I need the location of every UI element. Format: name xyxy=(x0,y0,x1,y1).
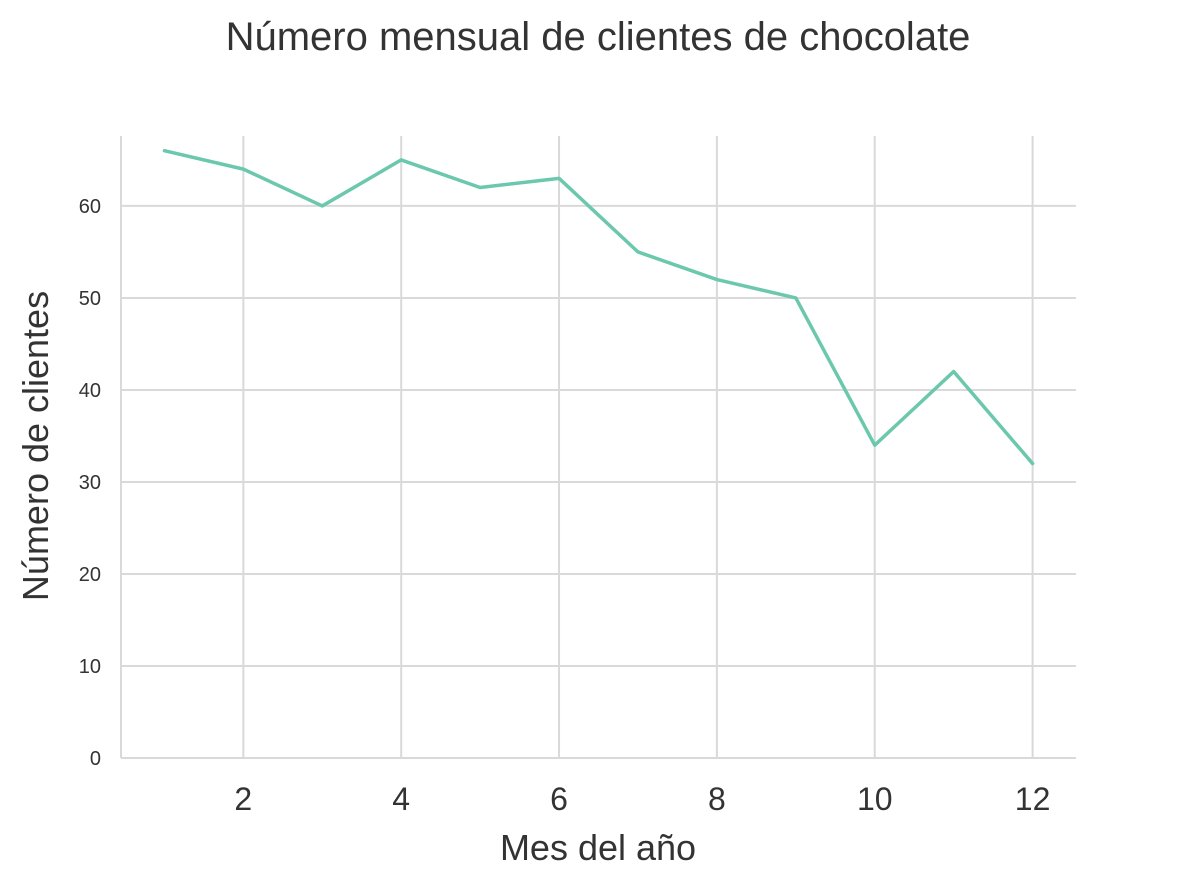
y-tick-label: 30 xyxy=(79,472,101,494)
y-tick-label: 0 xyxy=(90,748,101,770)
y-tick-label: 10 xyxy=(79,656,101,678)
x-axis-label: Mes del año xyxy=(500,827,696,868)
x-tick-label: 10 xyxy=(857,781,893,817)
x-axis-ticks: 2 4 6 8 10 12 xyxy=(234,781,1050,817)
y-axis-label: Número de clientes xyxy=(15,291,56,601)
x-tick-label: 8 xyxy=(708,781,726,817)
y-axis-ticks: 0 10 20 30 40 50 60 xyxy=(79,196,101,770)
y-tick-label: 50 xyxy=(79,288,101,310)
grid-lines xyxy=(121,136,1076,758)
series-line xyxy=(162,148,1035,466)
axis-spines xyxy=(120,136,1076,759)
y-tick-label: 60 xyxy=(79,196,101,218)
x-tick-label: 6 xyxy=(550,781,568,817)
x-tick-label: 12 xyxy=(1015,781,1051,817)
x-tick-label: 4 xyxy=(392,781,410,817)
x-tick-label: 2 xyxy=(234,781,252,817)
chart-title: Número mensual de clientes de chocolate xyxy=(226,15,971,59)
y-tick-label: 40 xyxy=(79,380,101,402)
y-tick-label: 20 xyxy=(79,564,101,586)
series-layer xyxy=(162,148,1035,466)
